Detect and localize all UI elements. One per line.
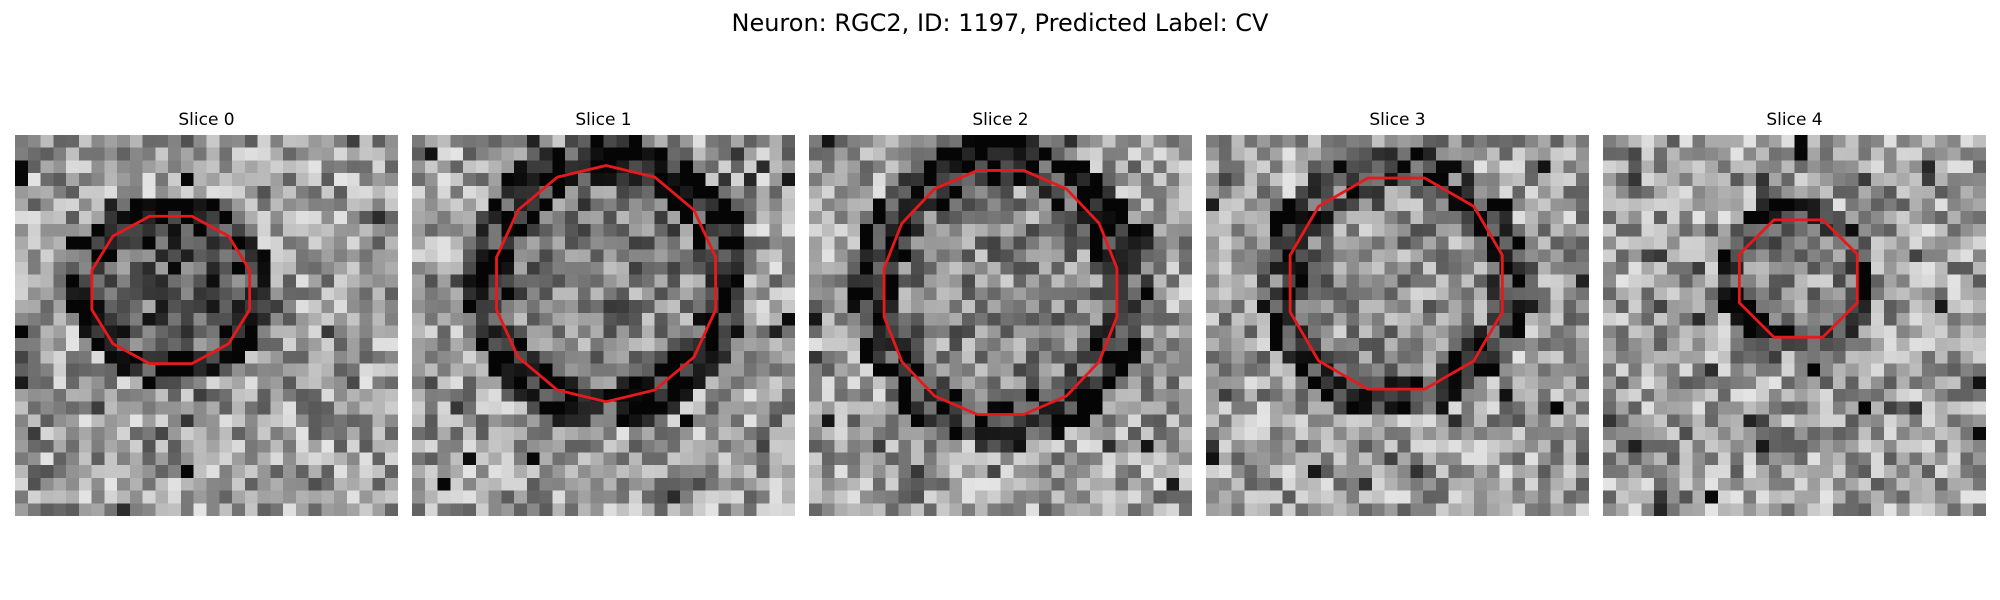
panel-title: Slice 0 xyxy=(178,110,235,130)
panel-slice-3: Slice 3 xyxy=(1206,0,1589,600)
panel-title: Slice 3 xyxy=(1369,110,1426,130)
figure-title: Neuron: RGC2, ID: 1197, Predicted Label:… xyxy=(731,9,1269,37)
panel-title: Slice 4 xyxy=(1766,110,1823,130)
panel-slice-4: Slice 4 xyxy=(1603,0,1986,600)
micrograph-image xyxy=(1206,135,1589,516)
segmentation-contour xyxy=(495,164,717,404)
micrograph-image xyxy=(1603,135,1986,516)
micrograph-image xyxy=(809,135,1192,516)
micrograph-image xyxy=(15,135,398,516)
panel-slice-0: Slice 0 xyxy=(15,0,398,600)
panel-title: Slice 2 xyxy=(972,110,1029,130)
segmentation-contour xyxy=(90,214,252,365)
segmentation-contour xyxy=(1288,176,1504,391)
micrograph-image xyxy=(412,135,795,516)
segmentation-contour xyxy=(882,169,1119,416)
panel-slice-1: Slice 1 xyxy=(412,0,795,600)
panel-title: Slice 1 xyxy=(575,110,632,130)
panel-slice-2: Slice 2 xyxy=(809,0,1192,600)
segmentation-contour xyxy=(1737,218,1859,339)
